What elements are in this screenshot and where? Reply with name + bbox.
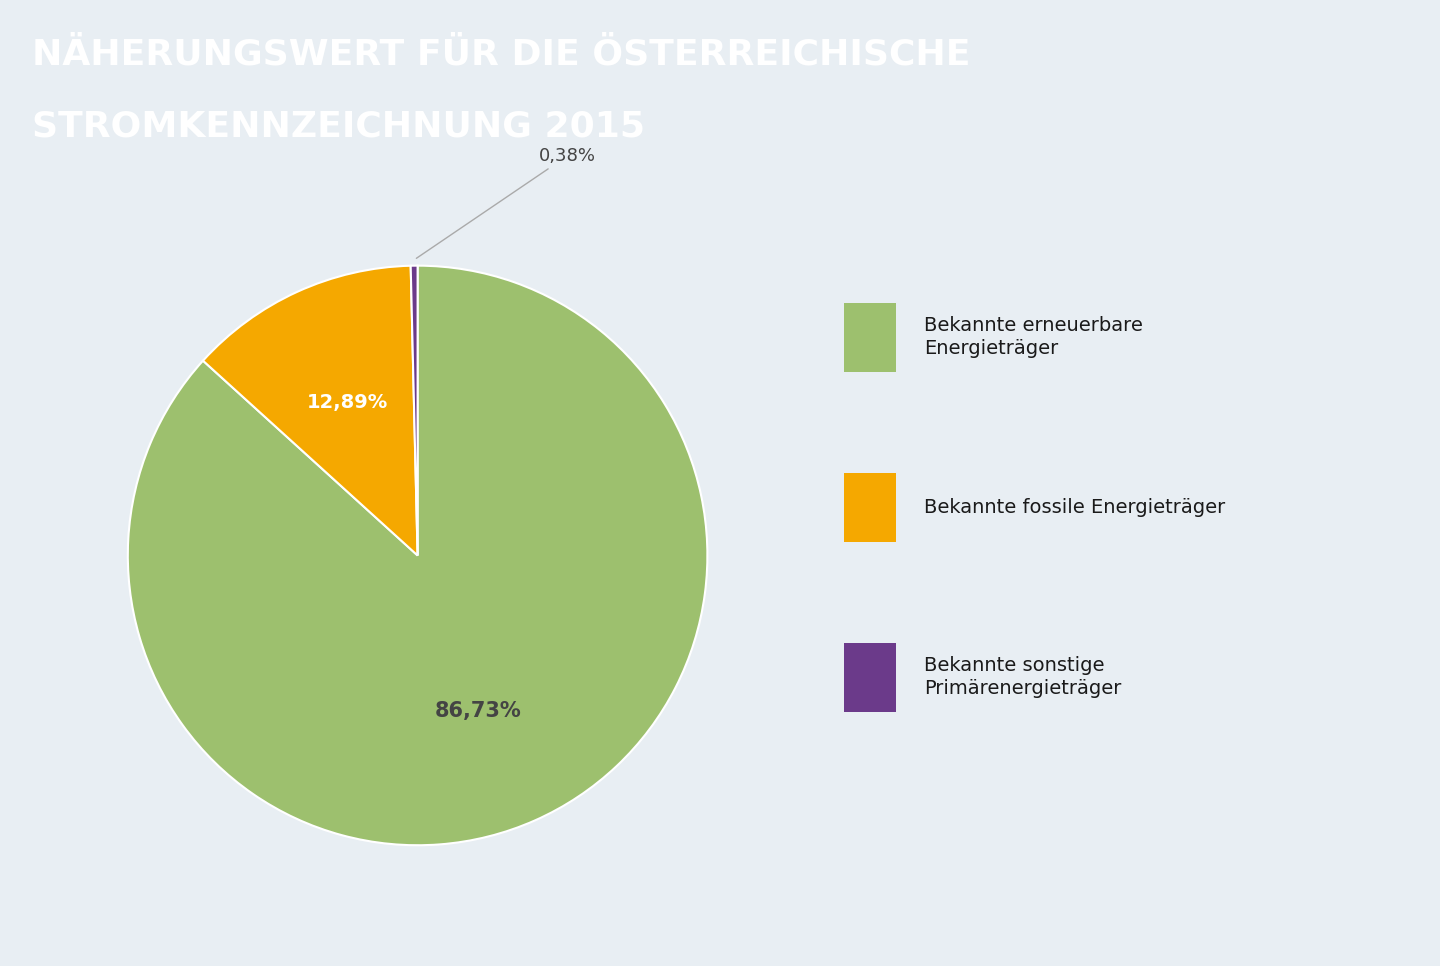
Text: 86,73%: 86,73% xyxy=(435,700,521,721)
Text: 12,89%: 12,89% xyxy=(307,393,389,412)
Text: 0,38%: 0,38% xyxy=(416,147,596,258)
Wedge shape xyxy=(128,266,707,845)
FancyBboxPatch shape xyxy=(844,302,896,372)
Text: Bekannte sonstige
Primärenergieträger: Bekannte sonstige Primärenergieträger xyxy=(924,656,1122,698)
Text: STROMKENNZEICHNUNG 2015: STROMKENNZEICHNUNG 2015 xyxy=(32,110,645,144)
Wedge shape xyxy=(410,266,418,555)
FancyBboxPatch shape xyxy=(844,472,896,542)
Wedge shape xyxy=(203,266,418,555)
Text: NÄHERUNGSWERT FÜR DIE ÖSTERREICHISCHE: NÄHERUNGSWERT FÜR DIE ÖSTERREICHISCHE xyxy=(32,37,971,71)
Text: Bekannte fossile Energieträger: Bekannte fossile Energieträger xyxy=(924,497,1225,517)
Text: Bekannte erneuerbare
Energieträger: Bekannte erneuerbare Energieträger xyxy=(924,316,1143,358)
FancyBboxPatch shape xyxy=(844,642,896,712)
